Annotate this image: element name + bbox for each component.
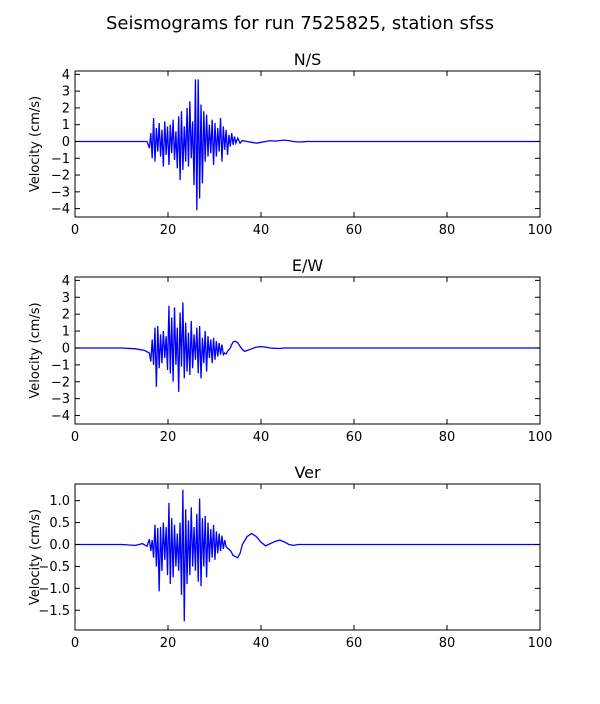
- y-tick-label-ew-1: −3: [51, 392, 70, 407]
- trace-ew: [75, 302, 540, 392]
- y-tick-label-ew-5: 1: [62, 325, 70, 340]
- y-tick-label-ew-3: −1: [51, 358, 70, 373]
- x-tick-label-ns-0: 0: [71, 223, 79, 238]
- y-axis-label-ver: Velocity (cm/s): [28, 509, 43, 605]
- x-tick-label-ew-40: 40: [253, 430, 270, 445]
- panel-ns: N/S Velocity (cm/s) 0 20 40 60 80 100 −4 −3−2 −1 0 1…: [28, 50, 552, 238]
- y-tick-label-ns-2: −2: [51, 169, 70, 184]
- x-tick-label-ns-60: 60: [346, 223, 363, 238]
- y-tick-label-ew-4: 0: [62, 341, 70, 356]
- y-tick-label-ver-3: 0.0: [49, 538, 70, 553]
- y-tick-label-ver-4: 0.5: [49, 516, 70, 531]
- y-tick-label-ns-8: 4: [62, 68, 70, 83]
- x-tick-label-ver-20: 20: [160, 636, 177, 651]
- figure-title: Seismograms for run 7525825, station sfs…: [106, 13, 494, 34]
- trace-ver: [75, 489, 540, 622]
- x-tick-label-ew-60: 60: [346, 430, 363, 445]
- x-tick-label-ew-0: 0: [71, 430, 79, 445]
- panel-ver: Ver Velocity (cm/s) 0 20 40 60 80 100 −1.5 −1.0 −0…: [28, 463, 552, 651]
- y-tick-label-ew-7: 3: [62, 291, 70, 306]
- y-tick-label-ns-6: 2: [62, 101, 70, 116]
- y-tick-label-ver-2: −0.5: [38, 560, 70, 575]
- trace-ns: [75, 79, 540, 211]
- y-axis-label-ew: Velocity (cm/s): [28, 302, 43, 398]
- y-tick-label-ns-5: 1: [62, 118, 70, 133]
- x-tick-label-ew-100: 100: [528, 430, 553, 445]
- x-tick-label-ns-80: 80: [439, 223, 456, 238]
- x-tick-label-ew-80: 80: [439, 430, 456, 445]
- subplot-title-ns: N/S: [294, 50, 322, 69]
- y-tick-label-ns-0: −4: [51, 202, 70, 217]
- axes-frame-ew: [74, 276, 541, 425]
- y-tick-label-ver-0: −1.5: [38, 604, 70, 619]
- x-tick-label-ver-80: 80: [439, 636, 456, 651]
- x-tick-label-ns-100: 100: [528, 223, 553, 238]
- x-tick-label-ew-20: 20: [160, 430, 177, 445]
- y-tick-label-ew-8: 4: [62, 274, 70, 289]
- x-tick-label-ns-40: 40: [253, 223, 270, 238]
- y-tick-label-ver-1: −1.0: [38, 582, 70, 597]
- y-tick-label-ns-4: 0: [62, 135, 70, 150]
- axes-frame-ver: [74, 483, 541, 631]
- x-tick-label-ver-0: 0: [71, 636, 79, 651]
- subplot-title-ver: Ver: [294, 463, 321, 482]
- y-tick-label-ew-2: −2: [51, 375, 70, 390]
- y-tick-label-ns-1: −3: [51, 185, 70, 200]
- y-axis-label-ns: Velocity (cm/s): [28, 96, 43, 192]
- y-tick-label-ns-3: −1: [51, 152, 70, 167]
- y-tick-label-ver-5: 1.0: [49, 494, 70, 509]
- x-tick-label-ver-100: 100: [528, 636, 553, 651]
- y-tick-label-ew-0: −4: [51, 409, 70, 424]
- x-tick-label-ns-20: 20: [160, 223, 177, 238]
- y-tick-label-ew-6: 2: [62, 308, 70, 323]
- subplot-title-ew: E/W: [292, 256, 324, 275]
- y-tick-label-ns-7: 3: [62, 85, 70, 100]
- axes-frame-ns: [74, 70, 541, 218]
- x-tick-label-ver-40: 40: [253, 636, 270, 651]
- x-tick-label-ver-60: 60: [346, 636, 363, 651]
